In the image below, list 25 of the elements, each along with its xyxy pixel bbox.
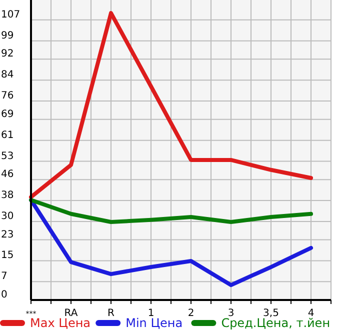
x-tick-label: 1 (148, 308, 154, 319)
y-tick-label: 15 (1, 250, 14, 262)
legend-label: Max Цена (30, 316, 91, 330)
y-tick-label: 46 (1, 169, 14, 180)
y-tick-label: 7 (1, 271, 8, 282)
y-tick-label: 69 (1, 108, 14, 120)
x-tick-label: 4 (308, 308, 314, 319)
legend-label: Сред.Цена, т.йен (221, 316, 330, 330)
y-tick-label: 92 (1, 48, 14, 60)
x-tick-label: RA (64, 308, 78, 319)
y-tick-label: 107 (1, 9, 20, 20)
x-tick-label: 3,5 (263, 308, 279, 319)
legend-label: Min Цена (126, 316, 183, 330)
x-tick-label: 2 (188, 308, 194, 319)
y-tick-label: 0 (1, 290, 8, 300)
x-tick-label: 3 (228, 308, 234, 319)
y-tick-label: 76 (1, 90, 14, 102)
y-tick-label: 84 (1, 70, 14, 81)
y-tick-label: 23 (1, 229, 14, 240)
y-tick-label: 53 (1, 150, 14, 162)
x-tick-label: R (108, 308, 115, 319)
y-tick-label: 38 (1, 190, 14, 202)
y-tick-label: 99 (1, 30, 14, 42)
y-tick-label: 61 (1, 130, 14, 141)
y-tick-label: 30 (1, 210, 14, 222)
